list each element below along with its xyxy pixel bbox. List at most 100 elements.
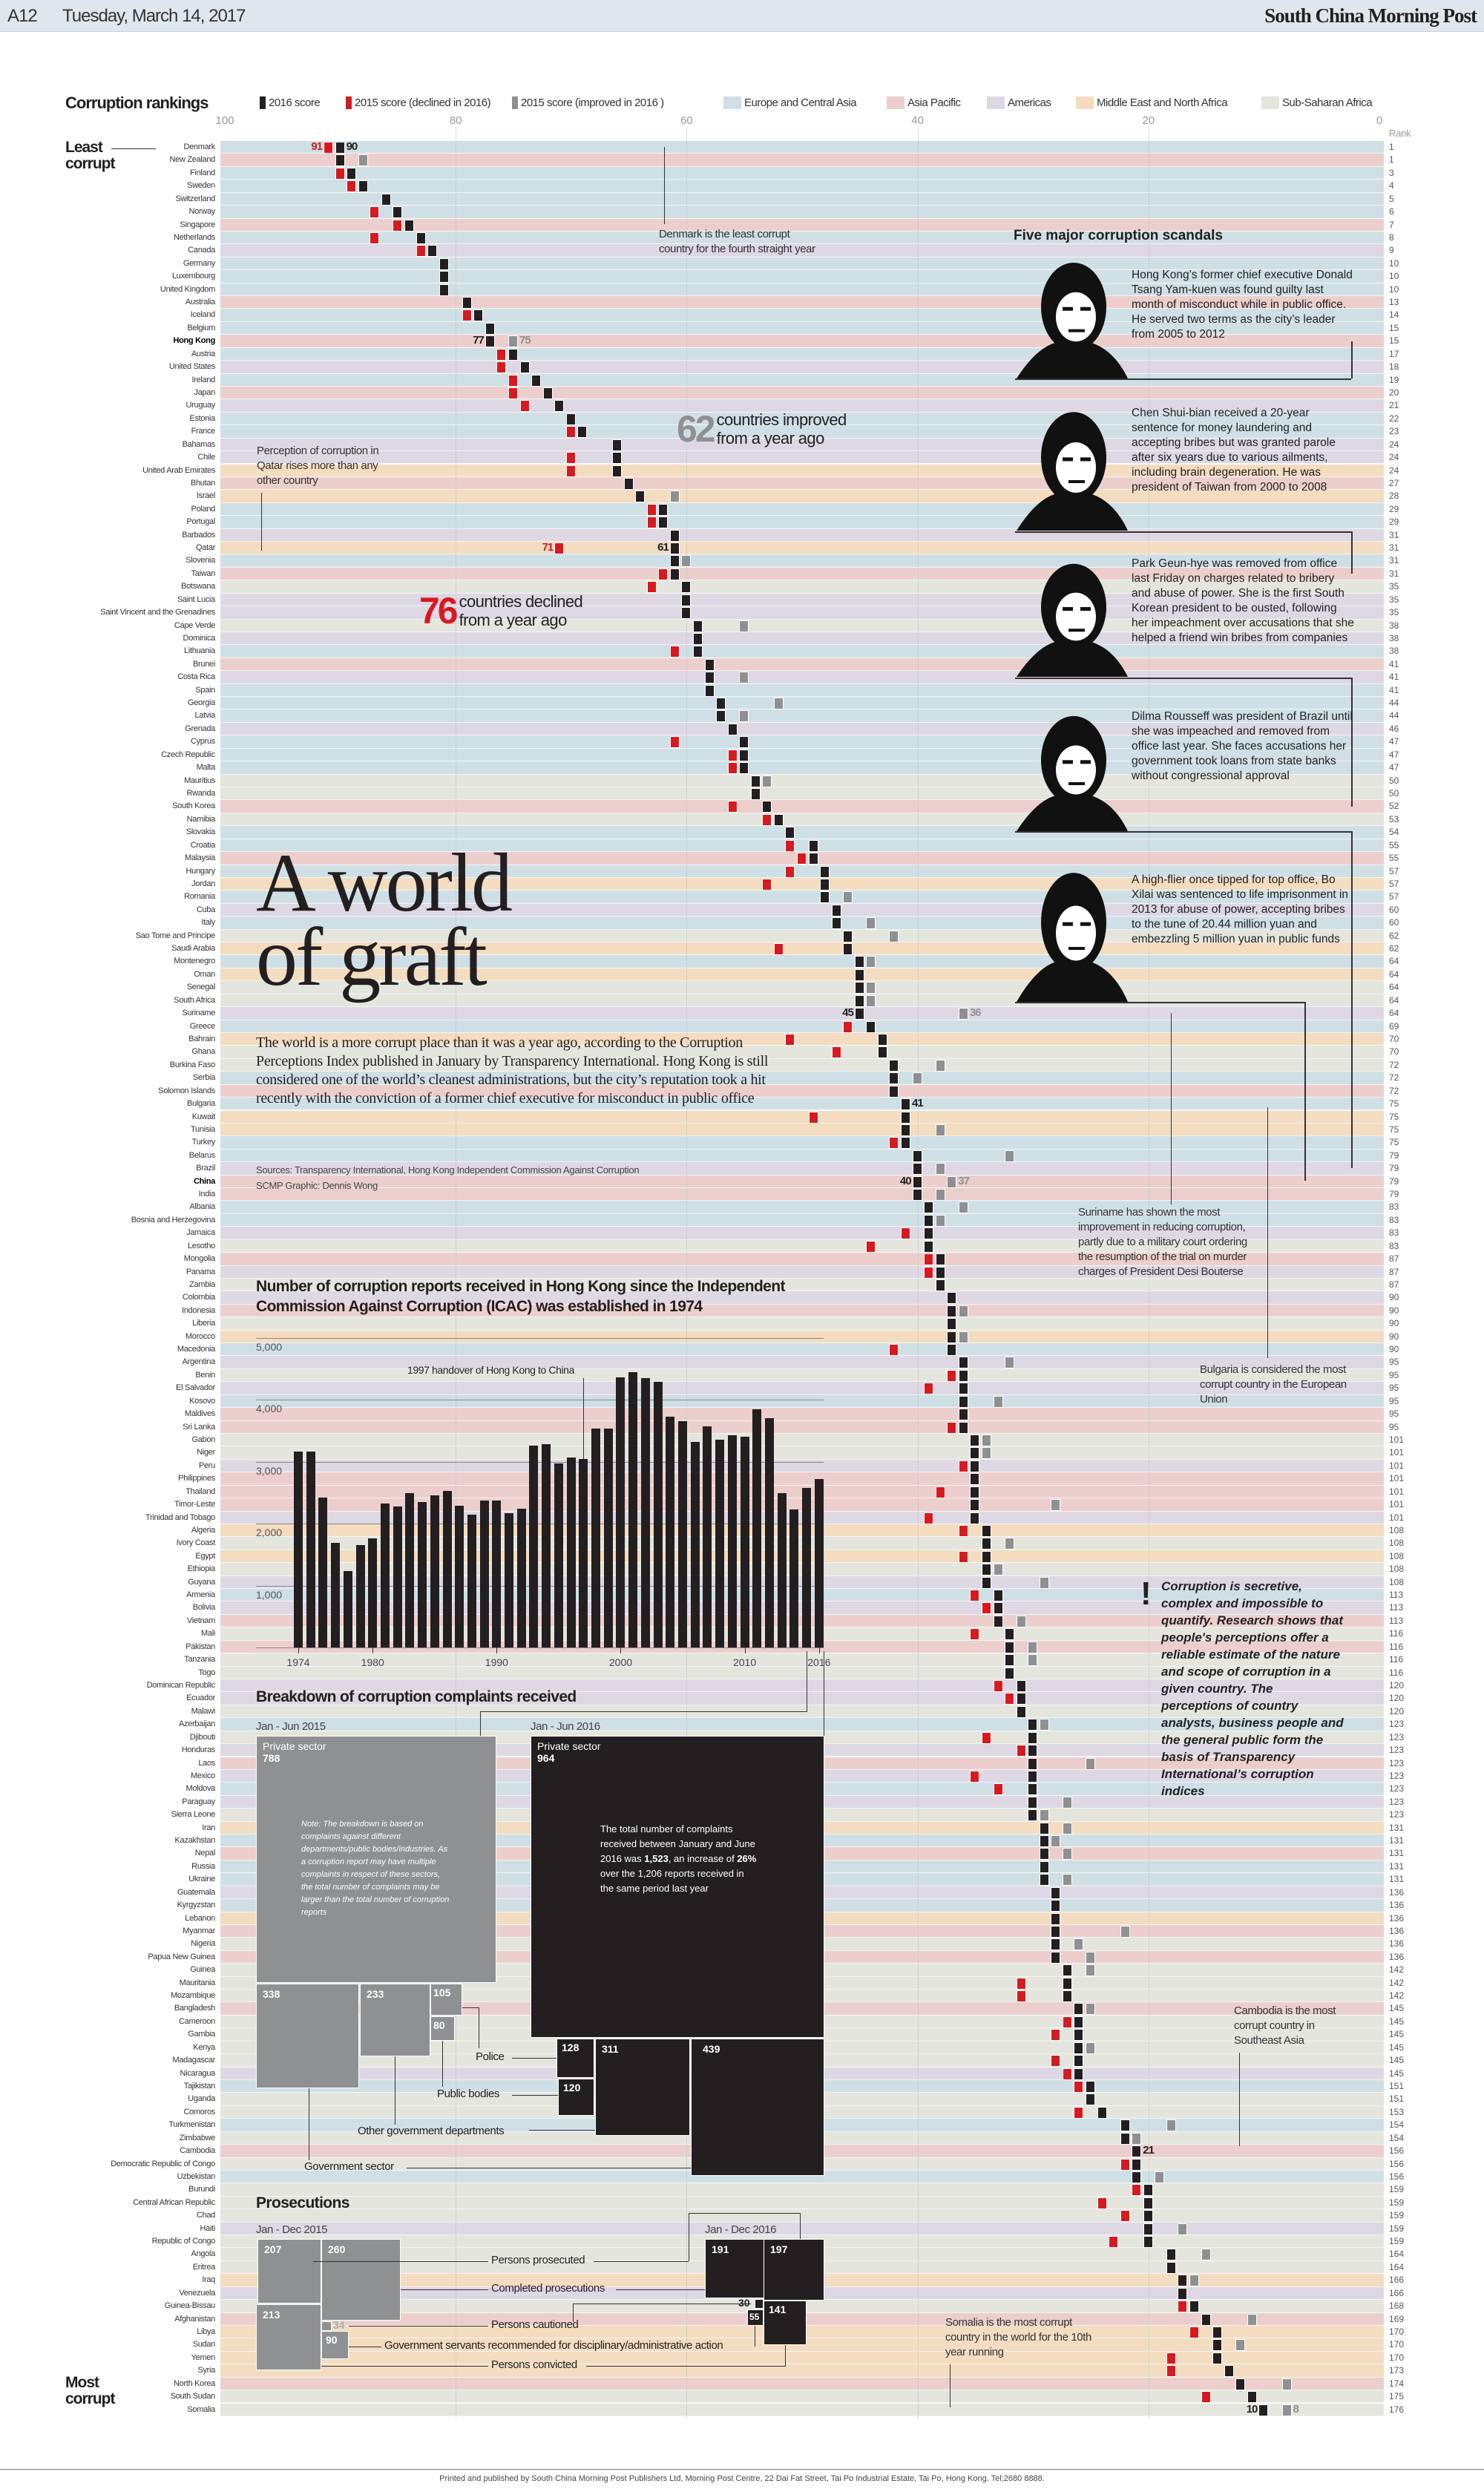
country-name: Malawi xyxy=(191,1706,216,1716)
country-rank: 136 xyxy=(1389,1938,1405,1950)
portrait-icon xyxy=(1017,865,1128,1002)
marker-2016 xyxy=(381,193,391,206)
marker-2015-improved xyxy=(958,1305,968,1317)
marker-2015-declined xyxy=(762,878,772,891)
connector xyxy=(586,2366,785,2367)
country-name: Guyana xyxy=(188,1577,215,1587)
marker-2016 xyxy=(1074,2029,1084,2042)
marker-2016 xyxy=(577,426,588,439)
country-name: Netherlands xyxy=(173,232,215,242)
marker-2015-improved xyxy=(958,1331,968,1343)
country-rank: 131 xyxy=(1389,1860,1405,1872)
marker-2015-improved xyxy=(1247,2313,1257,2326)
country-name: Mauritius xyxy=(184,776,215,785)
marker-2016 xyxy=(1166,2261,1176,2274)
country-rank: 131 xyxy=(1389,1874,1405,1885)
headline-line: of graft xyxy=(256,911,487,1003)
country-rank: 95 xyxy=(1389,1357,1399,1368)
marker-2016 xyxy=(1028,1719,1038,1731)
country-name: Namibia xyxy=(186,814,216,824)
marker-2015-declined xyxy=(1016,1977,1026,1990)
bar-1983 xyxy=(405,1492,415,1647)
marker-2016 xyxy=(335,142,345,154)
country-row xyxy=(220,839,1384,853)
country-rank: 41 xyxy=(1389,672,1399,683)
marker-2016 xyxy=(519,361,530,374)
marker-2016 xyxy=(1212,2326,1223,2338)
country-rank: 29 xyxy=(1389,503,1399,514)
marker-2015-improved xyxy=(1281,2404,1292,2416)
region-swatch-icon xyxy=(723,96,741,109)
other-gov-2015-box: 233 xyxy=(360,1984,430,2056)
marker-2016 xyxy=(1039,1860,1049,1873)
marker-2015-improved xyxy=(1062,1796,1072,1809)
country-rank: 170 xyxy=(1389,2339,1405,2350)
y-gridline xyxy=(256,1338,824,1339)
somalia-leader-line xyxy=(950,2364,951,2407)
country-rank: 145 xyxy=(1389,2003,1405,2014)
country-row xyxy=(220,1136,1384,1150)
marker-2016 xyxy=(1143,2223,1153,2235)
country-row xyxy=(220,1356,1384,1369)
x-tick-label: 2016 xyxy=(807,1656,831,1668)
marker-2015-improved xyxy=(681,555,692,568)
country-row xyxy=(220,1201,1384,1214)
country-rank: 69 xyxy=(1389,1020,1399,1032)
country-name: Sri Lanka xyxy=(183,1422,215,1432)
legend-region-americas: Americas xyxy=(987,96,1051,109)
country-name: Kuwait xyxy=(191,1112,216,1121)
country-row xyxy=(220,1434,1384,1447)
country-rank: 116 xyxy=(1389,1641,1404,1652)
value-label-2016: 10 xyxy=(1246,2402,1258,2416)
country-row xyxy=(220,1304,1384,1318)
country-rank: 64 xyxy=(1389,968,1399,980)
marker-2016 xyxy=(912,1150,922,1162)
country-row xyxy=(220,1343,1384,1357)
country-rank: 72 xyxy=(1389,1085,1399,1096)
country-name: Timor-Leste xyxy=(174,1500,215,1509)
marker-2016 xyxy=(1120,2119,1130,2132)
country-name: Sudan xyxy=(192,2340,216,2350)
country-rank: 169 xyxy=(1389,2313,1405,2324)
country-rank: 83 xyxy=(1389,1227,1399,1239)
x-tick-mark xyxy=(744,1647,746,1653)
marker-2015-declined xyxy=(889,1344,899,1357)
marker-2015-improved xyxy=(866,917,876,930)
country-rank: 131 xyxy=(1389,1835,1405,1846)
country-rank: 44 xyxy=(1389,710,1399,721)
marker-2015-declined xyxy=(797,853,807,865)
marker-2015-improved xyxy=(1005,1150,1015,1162)
country-rank: 145 xyxy=(1389,2068,1405,2079)
bar-1978 xyxy=(343,1571,352,1647)
country-name: Gabon xyxy=(191,1435,215,1444)
country-rank: 120 xyxy=(1389,1693,1405,1704)
marker-2016 xyxy=(1016,1705,1026,1718)
connector xyxy=(313,2261,488,2262)
marker-2015-declined xyxy=(646,581,657,594)
declined-callout: 76 countries declined from a year ago xyxy=(419,592,585,629)
prosecutions-title: Prosecutions xyxy=(256,2194,349,2211)
country-row xyxy=(220,1692,1384,1705)
country-rank: 52 xyxy=(1389,801,1399,812)
country-name: Sweden xyxy=(187,181,215,191)
marker-2016 xyxy=(404,219,414,232)
public-bodies-2015-box: 80 xyxy=(430,2016,455,2041)
marker-2016 xyxy=(1074,2068,1084,2080)
marker-2015-improved xyxy=(1016,1615,1026,1627)
improved-callout: 62 countries improved from a year ago xyxy=(677,410,858,447)
marker-2016 xyxy=(762,801,772,813)
marker-2016 xyxy=(1074,2016,1084,2028)
marker-2016 xyxy=(1143,2184,1153,2197)
country-row xyxy=(220,218,1384,232)
marker-2015-declined xyxy=(416,245,426,258)
marker-2016 xyxy=(612,452,623,465)
convicted-2016-box: 141 xyxy=(764,2301,807,2345)
country-rank: 29 xyxy=(1389,517,1399,528)
country-row xyxy=(220,645,1384,658)
marker-2015-improved xyxy=(981,1434,991,1446)
marker-2016 xyxy=(843,930,853,942)
marker-2016 xyxy=(958,1421,968,1434)
suriname-note: Suriname has shown the most improvement … xyxy=(1078,1206,1247,1278)
country-rank: 87 xyxy=(1389,1266,1399,1277)
country-rank: 116 xyxy=(1389,1628,1404,1639)
